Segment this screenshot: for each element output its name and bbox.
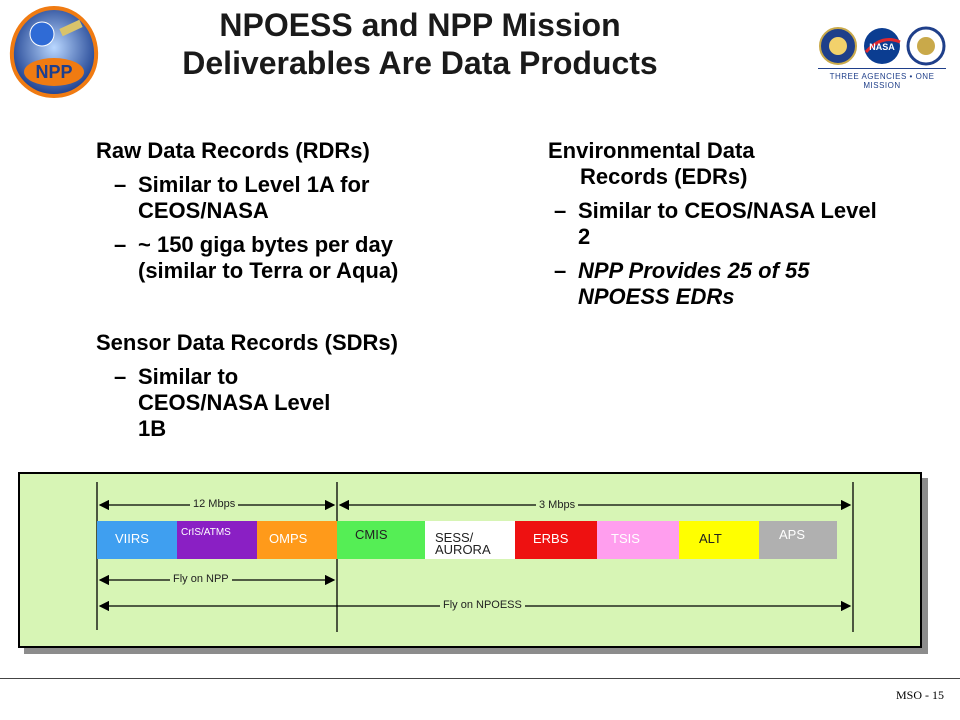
edr-item-2: – NPP Provides 25 of 55 NPOESS EDRs <box>548 258 878 310</box>
svg-text:NASA: NASA <box>869 42 895 52</box>
segment-tsis-label: TSIS <box>611 531 640 546</box>
segment-cmis: CMIS <box>337 521 425 559</box>
rdr-heading: Raw Data Records (RDRs) <box>96 138 370 163</box>
segment-aps: APS <box>759 521 837 559</box>
rdr-item-2: – ~ 150 giga bytes per day (similar to T… <box>96 232 476 284</box>
segment-aurora-label: AURORA <box>435 542 491 557</box>
edr-item-2-text: NPP Provides 25 of 55 NPOESS EDRs <box>578 258 810 309</box>
segment-cris-atms: CrIS/ATMS <box>177 521 257 559</box>
bullet-dash: – <box>554 258 567 283</box>
segment-alt-label: ALT <box>699 531 722 546</box>
segment-erbs: ERBS <box>515 521 597 559</box>
svg-text:NPP: NPP <box>35 62 72 82</box>
segment-alt: ALT <box>679 521 759 559</box>
left-column: Raw Data Records (RDRs) – Similar to Lev… <box>96 138 476 442</box>
rate-npp-label: 12 Mbps <box>190 498 239 510</box>
segment-erbs-label: ERBS <box>533 531 569 546</box>
agency-seals: NASA <box>818 26 946 69</box>
sdr-item-1: – Similar to CEOS/NASA Level 1B <box>96 364 476 442</box>
bullet-dash: – <box>114 364 127 389</box>
bullet-dash: – <box>554 198 567 223</box>
rdr-item-1: – Similar to Level 1A for CEOS/NASA <box>96 172 476 224</box>
segment-sess-label: SESS/ <box>435 530 474 545</box>
edr-item-1-text: Similar to CEOS/NASA Level 2 <box>578 198 877 249</box>
slide-number: MSO - 15 <box>895 688 944 702</box>
nasa-meatball-icon <box>864 28 900 64</box>
bullet-dash: – <box>114 232 127 257</box>
right-column: Environmental Data Records (EDRs) – Simi… <box>548 138 878 310</box>
segment-cris-atms-label: CrIS/ATMS <box>181 527 231 538</box>
agencies-caption: THREE AGENCIES • ONE MISSION <box>829 72 935 90</box>
fly-npp-label: Fly on NPP <box>170 573 232 585</box>
npp-mission-logo: NPP <box>9 6 99 98</box>
sdr-item-1-text: Similar to CEOS/NASA Level 1B <box>138 364 331 441</box>
segment-omps-label: OMPS <box>269 531 308 546</box>
sdr-heading: Sensor Data Records (SDRs) <box>96 330 398 355</box>
rdr-item-2-text: ~ 150 giga bytes per day (similar to Ter… <box>138 232 399 283</box>
footer-rule <box>0 678 960 679</box>
segment-cmis-label: CMIS <box>355 527 388 542</box>
fly-npoess-label: Fly on NPOESS <box>440 599 525 611</box>
rdr-item-1-text: Similar to Level 1A for CEOS/NASA <box>138 172 370 223</box>
segment-viirs: VIIRS <box>97 521 177 559</box>
segment-tsis: TSIS <box>597 521 679 559</box>
segment-sess-aurora: SESS/ AURORA <box>425 521 515 559</box>
rate-npoess-label: 3 Mbps <box>536 499 579 511</box>
edr-item-1: – Similar to CEOS/NASA Level 2 <box>548 198 878 250</box>
bullet-dash: – <box>114 172 127 197</box>
page-title: NPOESS and NPP Mission Deliverables Are … <box>120 6 720 82</box>
title-line-1: NPOESS and NPP Mission <box>219 7 621 43</box>
segment-aps-label: APS <box>779 527 806 542</box>
edr-heading-2: Records (EDRs) <box>580 164 748 189</box>
segment-viirs-label: VIIRS <box>115 531 149 546</box>
segment-omps: OMPS <box>257 521 337 559</box>
title-line-2: Deliverables Are Data Products <box>182 45 658 81</box>
edr-heading-1: Environmental Data <box>548 138 755 163</box>
